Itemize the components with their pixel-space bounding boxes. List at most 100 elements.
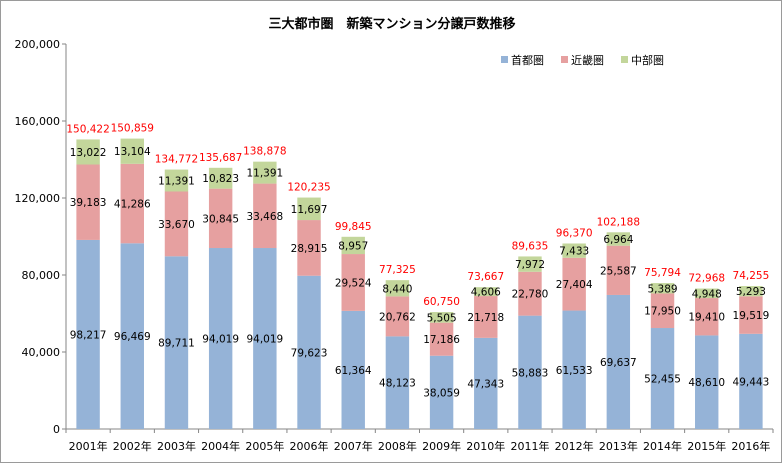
- data-label: 33,468: [246, 211, 283, 223]
- bar-segment: [341, 236, 365, 255]
- bar-segment: [253, 183, 277, 249]
- data-label: 19,410: [688, 312, 725, 324]
- y-tick-label: 160,000: [15, 115, 61, 128]
- bar-segment: [297, 220, 321, 276]
- data-label: 13,104: [114, 146, 151, 158]
- y-tick-label: 120,000: [15, 192, 61, 205]
- x-tick-label: 2005年: [245, 439, 284, 453]
- legend-label: 近畿圏: [571, 53, 604, 67]
- bar-segment: [76, 139, 100, 165]
- bar-segment: [385, 296, 410, 337]
- total-label: 73,667: [467, 271, 504, 283]
- data-label: 33,670: [158, 219, 195, 231]
- data-label: 41,286: [114, 199, 151, 211]
- data-label: 5,293: [736, 286, 766, 298]
- total-label: 120,235: [287, 182, 330, 194]
- bar-segment: [739, 296, 763, 334]
- bar-segment: [695, 298, 719, 336]
- x-axis: 2001年 2002年 2003年 2004年 2005年 2006年 2007年 2008年…: [65, 428, 774, 453]
- data-label: 4,948: [692, 288, 722, 300]
- y-axis: 0 40,000 80,000 120,000 160,000 200,000: [15, 38, 67, 436]
- data-label: 61,364: [335, 365, 372, 377]
- data-label: 61,533: [556, 365, 593, 377]
- y-tick-label: 200,000: [15, 38, 61, 51]
- bar-segment: [341, 310, 365, 429]
- data-label: 25,587: [600, 265, 637, 277]
- data-label: 96,469: [114, 331, 151, 343]
- data-label: 47,343: [467, 378, 504, 390]
- x-tick-label: 2016年: [731, 439, 770, 453]
- legend-label: 中部圏: [631, 53, 664, 67]
- bar-segment: [120, 163, 144, 244]
- x-tick-label: 2012年: [555, 439, 594, 453]
- x-tick-label: 2003年: [157, 439, 196, 453]
- data-label: 10,823: [202, 173, 239, 185]
- data-label: 11,697: [291, 204, 328, 216]
- data-label: 27,404: [556, 279, 593, 291]
- bar-segment: [297, 275, 321, 429]
- data-label: 11,391: [246, 168, 283, 180]
- bar-segment: [385, 336, 410, 429]
- total-label: 89,635: [512, 240, 549, 252]
- total-label: 102,188: [597, 216, 640, 228]
- bar-segment: [385, 280, 410, 297]
- bar-segment: [164, 169, 189, 192]
- y-tick-label: 80,000: [22, 269, 61, 282]
- data-label: 49,443: [733, 376, 770, 388]
- data-label: 98,217: [70, 329, 107, 341]
- bar-segment: [429, 322, 454, 356]
- total-label: 72,968: [688, 273, 725, 285]
- bar-segment: [650, 283, 675, 294]
- bar-segment: [253, 161, 277, 184]
- data-label: 17,186: [423, 334, 460, 346]
- total-label: 74,255: [733, 270, 770, 282]
- total-label: 134,772: [155, 154, 198, 166]
- x-tick-label: 2006年: [290, 439, 329, 453]
- data-label: 13,022: [70, 147, 107, 159]
- data-label: 7,972: [515, 259, 545, 271]
- bar-segment: [208, 248, 233, 429]
- bar-segment: [650, 328, 675, 429]
- bar-segment: [297, 197, 321, 221]
- data-label: 30,845: [202, 213, 239, 225]
- x-tick-label: 2002年: [113, 439, 152, 453]
- data-label: 69,637: [600, 357, 637, 369]
- bar-segment: [253, 248, 277, 429]
- total-label: 75,794: [644, 267, 681, 279]
- data-label: 5,505: [427, 312, 457, 324]
- total-label: 150,422: [66, 123, 109, 135]
- data-label: 11,391: [158, 176, 195, 188]
- data-label: 48,610: [688, 377, 725, 389]
- legend-swatch: [561, 56, 568, 63]
- data-label: 38,059: [423, 387, 460, 399]
- bar-segment: [429, 355, 454, 429]
- total-label: 77,325: [379, 264, 416, 276]
- total-label: 99,845: [335, 221, 372, 233]
- data-label: 39,183: [70, 197, 107, 209]
- bar-segment: [606, 294, 631, 429]
- data-label: 6,964: [603, 234, 633, 246]
- data-label: 17,950: [644, 306, 681, 318]
- x-tick-label: 2011年: [510, 439, 549, 453]
- bar-segment: [164, 191, 189, 257]
- legend-swatch: [501, 56, 508, 63]
- bar-segment: [208, 188, 233, 249]
- bars: 98,217 39,183 13,022 150,422 96,469 41,286 13,…: [66, 123, 769, 429]
- data-label: 7,433: [559, 246, 589, 258]
- legend: 首都圏 近畿圏 中部圏: [501, 53, 664, 67]
- bar-segment: [562, 257, 586, 311]
- total-label: 150,859: [111, 123, 154, 135]
- data-label: 28,915: [291, 243, 328, 255]
- total-label: 138,878: [243, 146, 286, 158]
- legend-label: 首都圏: [511, 53, 544, 67]
- bar-segment: [120, 138, 144, 164]
- data-label: 58,883: [512, 367, 549, 379]
- chart-title: 三大都市圏 新築マンション分譲戸数推移: [268, 16, 515, 32]
- bar-segment: [562, 243, 586, 258]
- data-label: 22,780: [512, 289, 549, 301]
- legend-swatch: [621, 56, 628, 63]
- bar-segment: [606, 245, 631, 295]
- data-label: 29,524: [335, 277, 372, 289]
- bar-segment: [474, 287, 498, 297]
